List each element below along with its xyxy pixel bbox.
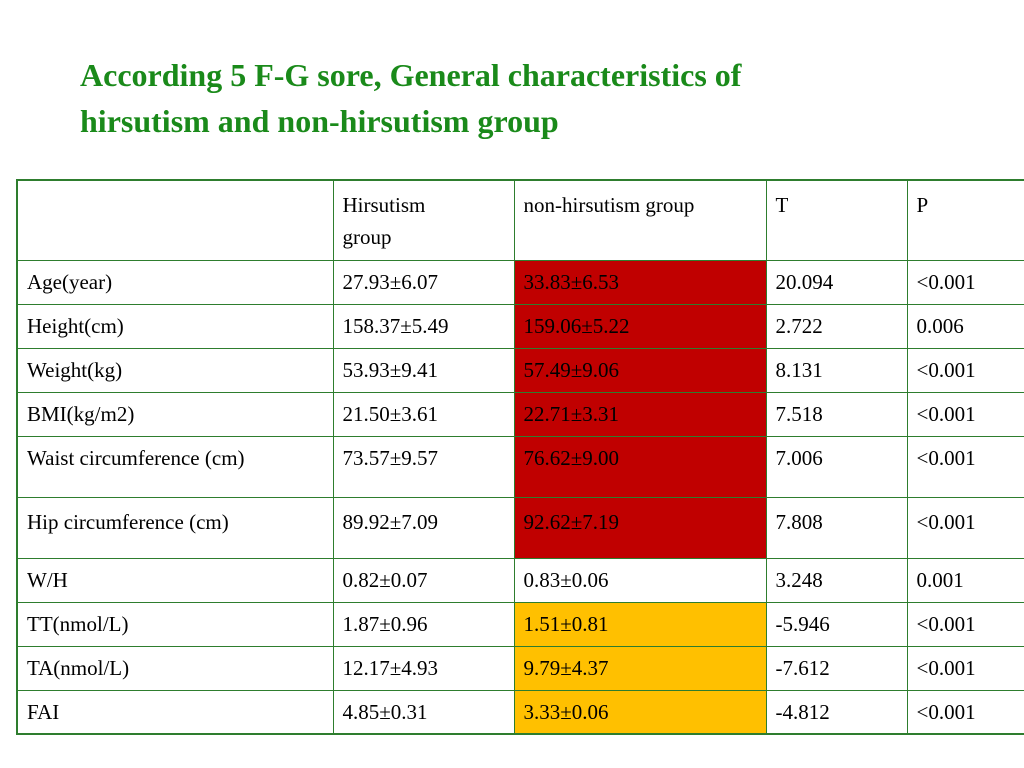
title-line-2: hirsutism and non-hirsutism group: [80, 103, 559, 139]
hirsutism-value: 73.57±9.57: [332, 435, 515, 498]
p-value: <0.001: [906, 391, 1024, 437]
t-value: 3.248: [765, 557, 908, 603]
hirsutism-value: 53.93±9.41: [332, 347, 515, 393]
header-hirsutism-group: Hirsutism group: [332, 179, 515, 261]
row-label: Age(year): [16, 259, 334, 305]
hirsutism-value: 158.37±5.49: [332, 303, 515, 349]
row-label: BMI(kg/m2): [16, 391, 334, 437]
hirsutism-value: 1.87±0.96: [332, 601, 515, 647]
non-hirsutism-value: 76.62±9.00: [513, 435, 767, 498]
t-value: -7.612: [765, 645, 908, 691]
row-label: Height(cm): [16, 303, 334, 349]
table-row: Waist circumference (cm) 73.57±9.57 76.6…: [16, 435, 1024, 498]
t-value: 20.094: [765, 259, 908, 305]
p-value: <0.001: [906, 435, 1024, 498]
header-t: T: [765, 179, 908, 261]
row-label: TA(nmol/L): [16, 645, 334, 691]
header-non-hirsutism-group: non-hirsutism group: [513, 179, 767, 261]
t-value: 8.131: [765, 347, 908, 393]
characteristics-table: Hirsutism group non-hirsutism group T P …: [16, 179, 1024, 735]
hirsutism-value: 4.85±0.31: [332, 689, 515, 735]
table-row: TT(nmol/L) 1.87±0.96 1.51±0.81 -5.946 <0…: [16, 601, 1024, 647]
non-hirsutism-value: 22.71±3.31: [513, 391, 767, 437]
row-label: Hip circumference (cm): [16, 496, 334, 559]
table-row: FAI 4.85±0.31 3.33±0.06 -4.812 <0.001: [16, 689, 1024, 735]
p-value: <0.001: [906, 689, 1024, 735]
t-value: -5.946: [765, 601, 908, 647]
p-value: <0.001: [906, 347, 1024, 393]
non-hirsutism-value: 57.49±9.06: [513, 347, 767, 393]
title-line-1: According 5 F-G sore, General characteri…: [80, 57, 742, 93]
table-row: W/H 0.82±0.07 0.83±0.06 3.248 0.001: [16, 557, 1024, 603]
row-label: FAI: [16, 689, 334, 735]
table-row: Height(cm) 158.37±5.49 159.06±5.22 2.722…: [16, 303, 1024, 349]
hirsutism-value: 12.17±4.93: [332, 645, 515, 691]
non-hirsutism-value: 92.62±7.19: [513, 496, 767, 559]
p-value: 0.001: [906, 557, 1024, 603]
header-hirsutism-line-1: Hirsutism: [342, 193, 426, 217]
non-hirsutism-value: 33.83±6.53: [513, 259, 767, 305]
header-blank: [16, 179, 334, 261]
table-row: Hip circumference (cm) 89.92±7.09 92.62±…: [16, 496, 1024, 559]
t-value: 7.518: [765, 391, 908, 437]
non-hirsutism-value: 159.06±5.22: [513, 303, 767, 349]
table-row: TA(nmol/L) 12.17±4.93 9.79±4.37 -7.612 <…: [16, 645, 1024, 691]
row-label: Waist circumference (cm): [16, 435, 334, 498]
t-value: -4.812: [765, 689, 908, 735]
p-value: 0.006: [906, 303, 1024, 349]
table-row: Weight(kg) 53.93±9.41 57.49±9.06 8.131 <…: [16, 347, 1024, 393]
non-hirsutism-value: 9.79±4.37: [513, 645, 767, 691]
table-header-row: Hirsutism group non-hirsutism group T P: [16, 179, 1024, 261]
hirsutism-value: 0.82±0.07: [332, 557, 515, 603]
header-p: P: [906, 179, 1024, 261]
t-value: 7.808: [765, 496, 908, 559]
non-hirsutism-value: 3.33±0.06: [513, 689, 767, 735]
table-row: Age(year) 27.93±6.07 33.83±6.53 20.094 <…: [16, 259, 1024, 305]
p-value: <0.001: [906, 496, 1024, 559]
non-hirsutism-value: 0.83±0.06: [513, 557, 767, 603]
hirsutism-value: 89.92±7.09: [332, 496, 515, 559]
page-title: According 5 F-G sore, General characteri…: [80, 52, 980, 144]
table-row: BMI(kg/m2) 21.50±3.61 22.71±3.31 7.518 <…: [16, 391, 1024, 437]
hirsutism-value: 27.93±6.07: [332, 259, 515, 305]
row-label: Weight(kg): [16, 347, 334, 393]
p-value: <0.001: [906, 601, 1024, 647]
hirsutism-value: 21.50±3.61: [332, 391, 515, 437]
header-hirsutism-line-2: group: [342, 225, 392, 249]
p-value: <0.001: [906, 259, 1024, 305]
p-value: <0.001: [906, 645, 1024, 691]
non-hirsutism-value: 1.51±0.81: [513, 601, 767, 647]
t-value: 7.006: [765, 435, 908, 498]
row-label: TT(nmol/L): [16, 601, 334, 647]
row-label: W/H: [16, 557, 334, 603]
t-value: 2.722: [765, 303, 908, 349]
